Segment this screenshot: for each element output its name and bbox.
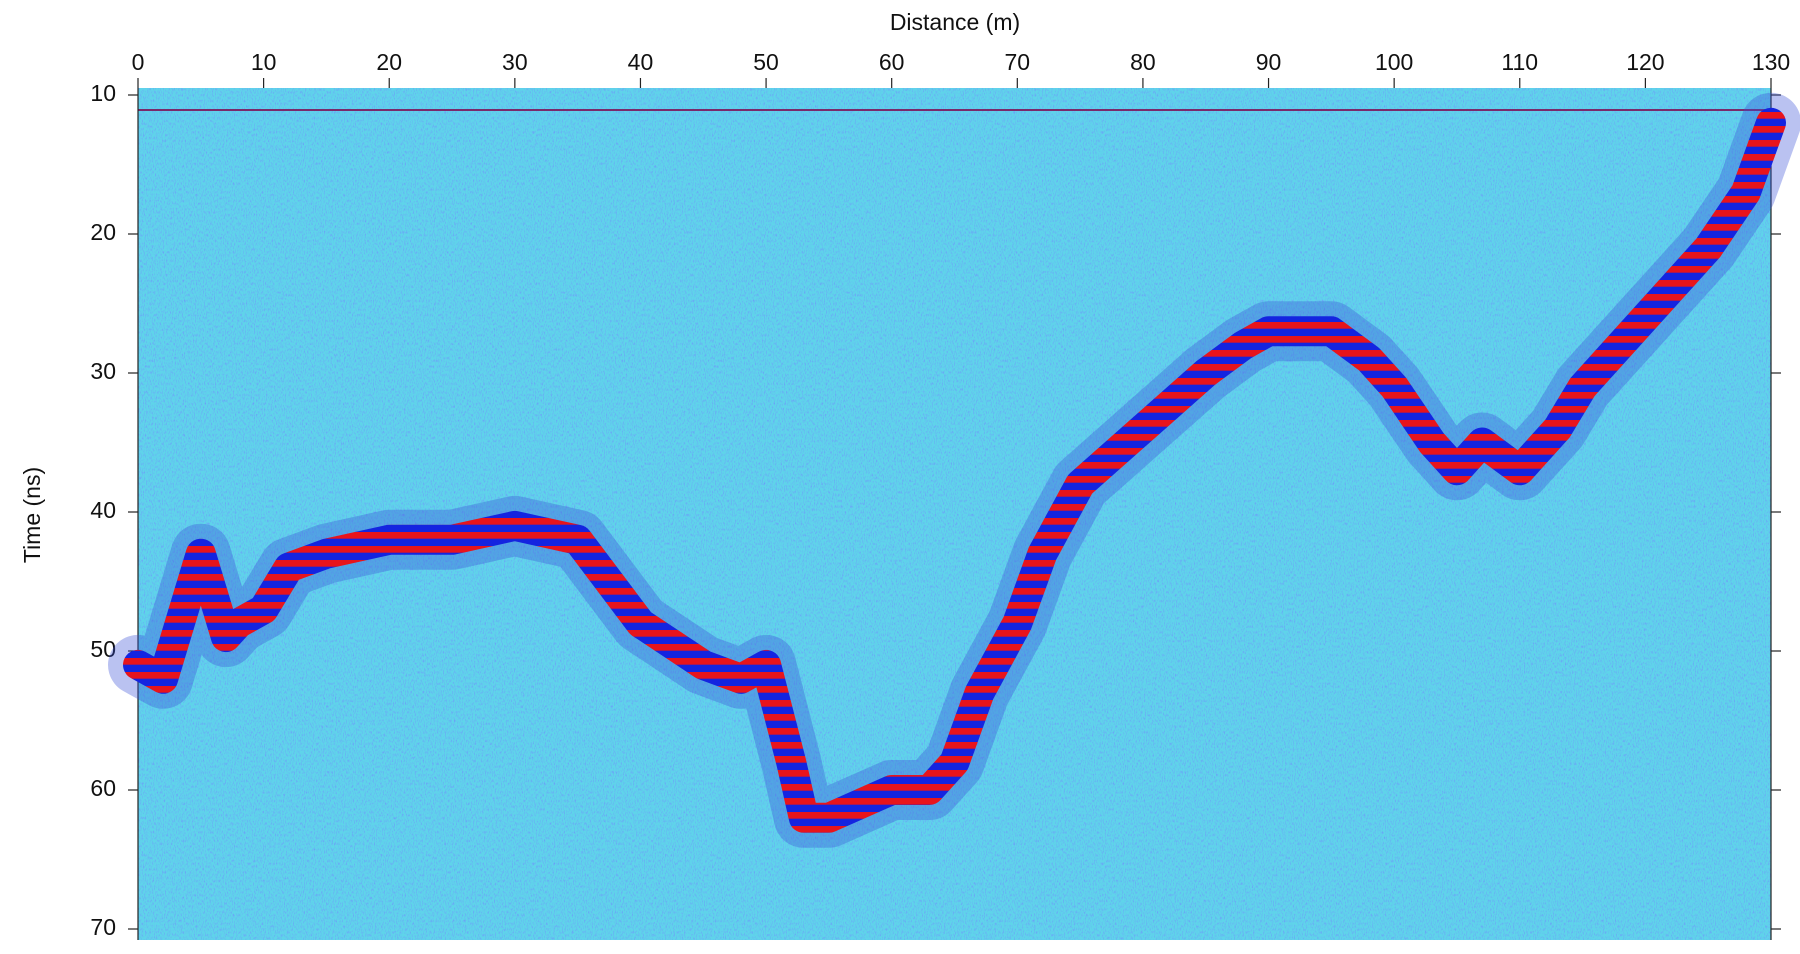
x-tick-label: 80 [1130, 49, 1156, 75]
y-tick-label: 60 [90, 775, 116, 801]
x-tick-label: 70 [1005, 49, 1031, 75]
y-axis-title: Time (ns) [19, 467, 45, 563]
x-tick-label: 40 [628, 49, 654, 75]
x-tick-label: 60 [879, 49, 905, 75]
x-tick-label: 10 [251, 49, 277, 75]
y-tick-label: 70 [90, 914, 116, 940]
x-tick-label: 50 [753, 49, 779, 75]
x-tick-label: 90 [1256, 49, 1282, 75]
x-tick-label: 0 [132, 49, 145, 75]
x-tick-label: 20 [376, 49, 402, 75]
x-tick-label: 100 [1375, 49, 1413, 75]
y-tick-label: 50 [90, 636, 116, 662]
y-tick-label: 10 [90, 80, 116, 106]
x-tick-label: 130 [1752, 49, 1790, 75]
y-tick-label: 40 [90, 497, 116, 523]
y-tick-label: 30 [90, 358, 116, 384]
x-axis-title: Distance (m) [890, 9, 1020, 35]
y-tick-label: 20 [90, 219, 116, 245]
reflector [123, 107, 1786, 833]
x-tick-label: 120 [1626, 49, 1664, 75]
x-tick-label: 110 [1501, 49, 1538, 75]
radargram-background [138, 88, 1771, 940]
x-tick-label: 30 [502, 49, 528, 75]
